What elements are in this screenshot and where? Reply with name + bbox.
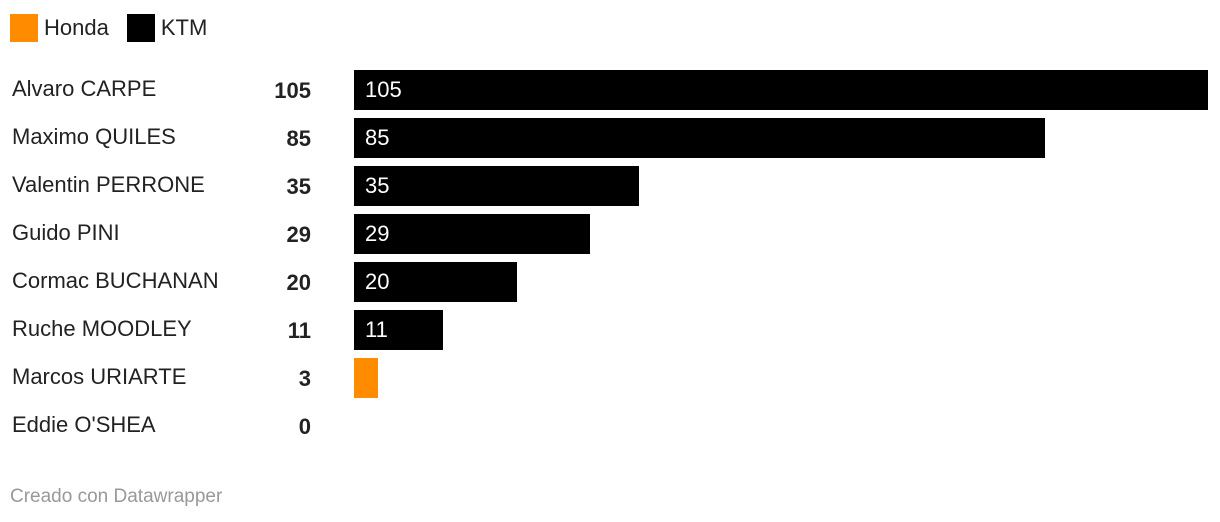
value-label: 85 (286, 126, 311, 151)
value-label: 20 (286, 270, 311, 295)
bar-row: Valentin PERRONE 35 35 (0, 166, 1220, 206)
value-label: 29 (286, 222, 311, 247)
bar-row: Alvaro CARPE 105 105 (0, 70, 1220, 110)
legend-item-honda: Honda (10, 14, 109, 42)
legend-swatch (10, 14, 38, 42)
bar-row: Guido PINI 29 29 (0, 214, 1220, 254)
bar-row: Maximo QUILES 85 85 (0, 118, 1220, 158)
legend: Honda KTM (10, 14, 225, 42)
bar-row: Eddie O'SHEA 0 (0, 406, 1220, 446)
legend-label: KTM (160, 15, 208, 40)
value-label: 105 (274, 78, 311, 103)
bar: 105 (354, 70, 1208, 110)
bar-row: Cormac BUCHANAN 20 20 (0, 262, 1220, 302)
category-label: Cormac BUCHANAN (12, 268, 219, 293)
bar: 35 (354, 166, 639, 206)
bar: 11 (354, 310, 444, 350)
bar: 85 (354, 118, 1046, 158)
category-label: Ruche MOODLEY (12, 316, 192, 341)
category-label: Eddie O'SHEA (12, 412, 156, 437)
footer-credit: Creado con Datawrapper (10, 486, 223, 507)
bar-data-label: 35 (365, 173, 390, 198)
value-label: 3 (298, 366, 311, 391)
legend-swatch (126, 14, 155, 42)
category-label: Alvaro CARPE (12, 76, 157, 101)
bar-data-label: 105 (365, 77, 402, 102)
value-label: 0 (298, 414, 311, 439)
category-label: Marcos URIARTE (12, 364, 187, 389)
legend-label: Honda (44, 15, 109, 40)
legend-item-ktm: KTM (126, 14, 208, 42)
value-label: 35 (286, 174, 311, 199)
bar: 29 (354, 214, 590, 254)
bar-data-label: 85 (365, 125, 390, 150)
category-label: Valentin PERRONE (12, 172, 205, 197)
bar-row: Ruche MOODLEY 11 11 (0, 310, 1220, 350)
bar-row: Marcos URIARTE 3 (0, 358, 1220, 398)
bar-data-label: 20 (365, 269, 390, 294)
category-label: Guido PINI (12, 220, 120, 245)
bar (354, 358, 379, 398)
value-label: 11 (287, 318, 311, 343)
bar-data-label: 11 (365, 317, 388, 342)
bar: 20 (354, 262, 517, 302)
bar-data-label: 29 (365, 221, 390, 246)
category-label: Maximo QUILES (12, 124, 176, 149)
